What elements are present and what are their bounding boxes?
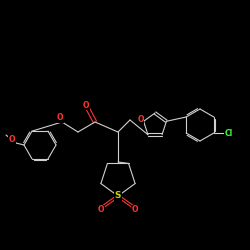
Text: Cl: Cl xyxy=(225,128,233,138)
Text: O: O xyxy=(132,206,138,214)
Text: O: O xyxy=(98,206,104,214)
Text: O: O xyxy=(83,100,89,110)
Text: S: S xyxy=(115,192,121,200)
Text: O: O xyxy=(9,134,15,143)
Text: O: O xyxy=(137,115,144,124)
Text: O: O xyxy=(57,114,63,122)
